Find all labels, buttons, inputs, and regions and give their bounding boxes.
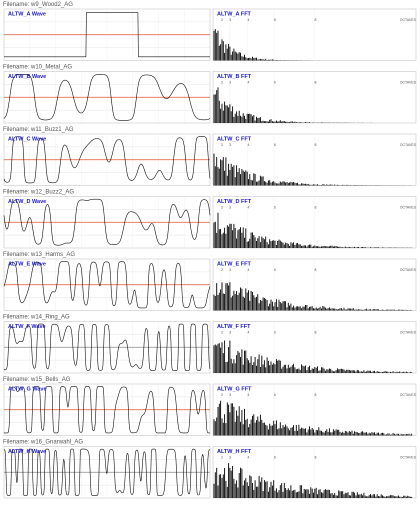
fft-axis-label: 8 xyxy=(315,80,317,84)
fft-axis-label: 4 xyxy=(248,393,250,397)
fft-axis-label: 2 xyxy=(221,268,223,272)
fft-label: ALTW_D FFT xyxy=(217,199,252,205)
waveform xyxy=(3,323,211,371)
fft-axis-label: 6 xyxy=(274,143,276,147)
fft-axis-label: 3 xyxy=(229,143,231,147)
filename: Filename: w10_Metal_AG xyxy=(3,65,72,71)
fft-axis-label: 6 xyxy=(274,268,276,272)
fft-axis-label: 3 xyxy=(229,455,231,459)
waveform xyxy=(3,261,211,309)
wave-label: ALTW_F Wave xyxy=(8,324,46,330)
filename: Filename: w12_Buzz2_AG xyxy=(3,190,74,196)
fft-axis-label: 8 xyxy=(315,18,317,22)
waveform xyxy=(3,448,211,496)
wave-label: ALTW_H Wave xyxy=(8,449,46,455)
fft-label: ALTW_G FFT xyxy=(217,386,252,392)
fft-axis-label: 8 xyxy=(315,143,317,147)
fft-spectrum xyxy=(213,400,413,436)
fft-label: ALTW_F FFT xyxy=(217,324,251,330)
filename: Filename: w15_Bells_AG xyxy=(3,377,71,383)
fft-spectrum xyxy=(213,153,411,186)
fft-axis-label: 6 xyxy=(274,455,276,459)
waveform xyxy=(3,198,211,246)
fft-label: ALTW_E FFT xyxy=(217,261,251,267)
fft-spectrum xyxy=(213,282,413,311)
filename: Filename: w13_Harms_AG xyxy=(3,252,75,258)
fft-axis-label: 2 xyxy=(221,18,223,22)
fft-axis-label: 3 xyxy=(229,18,231,22)
waveform xyxy=(4,12,210,58)
fft-axis-label: 4 xyxy=(248,205,250,209)
fft-axis-label: 3 xyxy=(229,393,231,397)
fft-axis-label: 2 xyxy=(221,455,223,459)
fft-axis-label: OCTAVES xyxy=(400,80,417,84)
fft-axis-label: 2 xyxy=(221,393,223,397)
fft-axis-label: 4 xyxy=(248,143,250,147)
fft-label: ALTW_B FFT xyxy=(217,74,252,80)
fft-axis-label: 2 xyxy=(221,80,223,84)
fft-axis-label: 6 xyxy=(274,330,276,334)
fft-axis-label: 4 xyxy=(248,18,250,22)
fft-axis-label: 2 xyxy=(221,330,223,334)
wave-label: ALTW_D Wave xyxy=(8,199,46,205)
fft-spectrum xyxy=(213,340,413,373)
wave-label: ALTW_G Wave xyxy=(8,386,47,392)
fft-axis-label: 8 xyxy=(315,268,317,272)
fft-label: ALTW_H FFT xyxy=(217,449,252,455)
fft-axis-label: 8 xyxy=(315,205,317,209)
fft-axis-label: 8 xyxy=(315,330,317,334)
fft-axis-label: OCTAVES xyxy=(400,455,417,459)
fft-axis-label: 3 xyxy=(229,80,231,84)
waveform xyxy=(3,74,211,121)
fft-axis-label: 8 xyxy=(315,393,317,397)
fft-axis-label: 4 xyxy=(248,80,250,84)
filename: Filename: w16_Gnarwahl_AG xyxy=(3,440,83,446)
fft-spectrum xyxy=(213,29,320,61)
fft-axis-label: OCTAVES xyxy=(400,205,417,209)
filename: Filename: w9_Wood2_AG xyxy=(3,2,73,8)
fft-spectrum xyxy=(213,87,373,123)
wave-label: ALTW_C Wave xyxy=(8,136,46,142)
fft-axis-label: OCTAVES xyxy=(400,143,417,147)
fft-axis-label: 6 xyxy=(274,205,276,209)
fft-label: ALTW_C FFT xyxy=(217,136,252,142)
waveform xyxy=(4,386,210,434)
fft-axis-label: OCTAVES xyxy=(400,330,417,334)
fft-axis-label: 3 xyxy=(229,268,231,272)
fft-spectrum xyxy=(213,212,413,248)
fft-axis-label: 4 xyxy=(248,268,250,272)
fft-axis-label: OCTAVES xyxy=(400,393,417,397)
fft-axis-label: OCTAVES xyxy=(400,268,417,272)
fft-axis-label: 4 xyxy=(248,330,250,334)
wave-label: ALTW_A Wave xyxy=(8,11,46,17)
fft-spectrum xyxy=(213,463,413,498)
filename: Filename: w11_Buzz1_AG xyxy=(3,127,74,133)
fft-axis-label: 3 xyxy=(229,330,231,334)
fft-label: ALTW_A FFT xyxy=(217,11,252,17)
wave-label: ALTW_B Wave xyxy=(8,74,46,80)
fft-axis-label: 2 xyxy=(221,205,223,209)
waveform xyxy=(3,136,211,184)
fft-axis-label: 8 xyxy=(315,455,317,459)
fft-axis-label: 2 xyxy=(221,143,223,147)
fft-axis-label: OCTAVES xyxy=(400,18,417,22)
fft-axis-label: 4 xyxy=(248,455,250,459)
fft-axis-label: 6 xyxy=(274,80,276,84)
fft-axis-label: 3 xyxy=(229,205,231,209)
fft-axis-label: 6 xyxy=(274,18,276,22)
filename: Filename: w14_Ring_AG xyxy=(3,315,70,321)
wave-label: ALTW_E Wave xyxy=(8,261,46,267)
fft-axis-label: 6 xyxy=(274,393,276,397)
